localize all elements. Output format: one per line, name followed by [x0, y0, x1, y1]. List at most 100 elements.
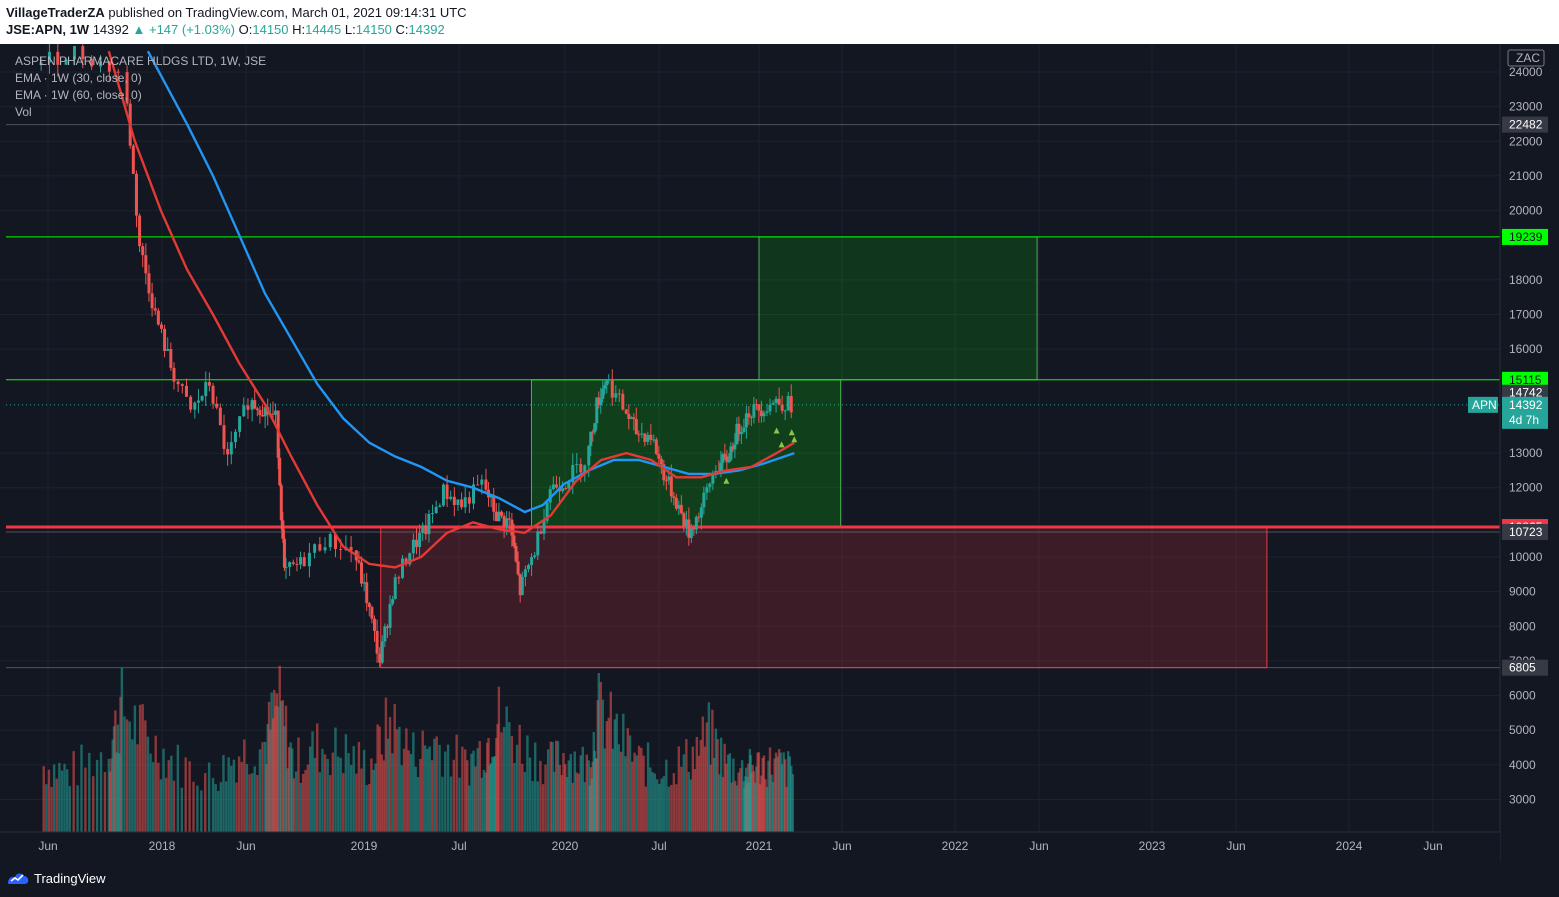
candle-body — [271, 413, 275, 415]
volume-bar — [88, 752, 91, 832]
price-tag-text: 19239 — [1509, 230, 1543, 244]
candle-body — [295, 563, 299, 565]
candle-body — [463, 497, 467, 508]
candle-body — [434, 506, 438, 514]
price-chart[interactable]: 3000400050006000700080009000100001200013… — [0, 34, 1559, 862]
volume-bar — [491, 756, 494, 832]
candle-body — [460, 499, 464, 508]
volume-bar — [597, 673, 600, 832]
legend-ema30[interactable]: EMA · 1W (30, close, 0) — [15, 71, 142, 85]
publisher-name[interactable]: VillageTraderZA — [6, 5, 105, 20]
candle-body — [307, 552, 311, 567]
candle-body — [652, 439, 656, 441]
candle-body — [274, 410, 278, 415]
volume-bar — [382, 760, 386, 832]
volume-bar — [458, 777, 461, 832]
volume-bar — [751, 765, 754, 832]
candle-body — [141, 246, 145, 256]
volume-bar — [258, 749, 262, 832]
x-tick-label: 2020 — [552, 839, 579, 853]
volume-bar — [718, 774, 721, 832]
candle-body — [591, 431, 595, 433]
candle-body — [719, 462, 723, 472]
volume-bar — [505, 706, 508, 832]
volume-bar — [92, 776, 95, 832]
candle-body — [81, 46, 85, 59]
volume-bar — [352, 746, 355, 832]
candle-body — [156, 310, 160, 325]
y-tick-label: 21000 — [1509, 169, 1543, 183]
candle-body — [189, 396, 193, 410]
symbol-tag-text: APN — [1472, 398, 1497, 412]
volume-bar — [58, 762, 61, 832]
volume-bar — [732, 758, 735, 832]
volume-bar — [318, 772, 322, 832]
candle-body — [708, 483, 712, 488]
candle-body — [261, 415, 265, 417]
candle-body — [388, 603, 392, 628]
volume-bar — [224, 781, 228, 832]
candle-body — [654, 439, 658, 454]
volume-bar — [250, 773, 254, 832]
volume-bar — [528, 757, 532, 832]
y-tick-label: 10000 — [1509, 550, 1543, 564]
candle-body — [378, 653, 382, 663]
chart-area[interactable]: 3000400050006000700080009000100001200013… — [0, 34, 1559, 862]
candle-body — [480, 479, 484, 485]
volume-bar — [292, 778, 295, 832]
grid — [0, 44, 1500, 832]
candle-body — [404, 558, 408, 565]
x-tick-label: Jun — [832, 839, 851, 853]
candle-body — [610, 379, 614, 398]
candle-body — [39, 62, 43, 66]
volume-bar — [711, 709, 714, 832]
candle-body — [637, 434, 641, 436]
candle-body — [400, 558, 404, 578]
volume-bar — [705, 722, 709, 832]
volume-bar — [585, 754, 588, 832]
volume-bar — [95, 759, 99, 832]
volume-bar — [510, 736, 514, 832]
volume-bar — [739, 768, 742, 832]
volume-bar — [719, 737, 723, 832]
candle-body — [288, 562, 292, 567]
volume-bar — [497, 686, 501, 832]
candle-body — [279, 485, 283, 521]
volume-bar — [752, 771, 756, 832]
candle-body — [723, 454, 727, 457]
candle-body — [258, 410, 262, 416]
candle-body — [163, 328, 167, 351]
volume-bar — [667, 786, 671, 832]
volume-bar — [388, 717, 392, 832]
candle-body — [233, 431, 237, 443]
candle-body — [255, 408, 259, 411]
candle-body — [431, 513, 435, 515]
volume-bar — [452, 759, 456, 832]
volume-bar — [280, 700, 283, 832]
candle-body — [727, 459, 731, 463]
legend-ema60[interactable]: EMA · 1W (60, close, 0) — [15, 88, 142, 102]
volume-bar — [240, 761, 243, 832]
candle-body — [599, 398, 603, 406]
x-tick-label: Jun — [1226, 839, 1245, 853]
candle-body — [372, 618, 376, 631]
volume-bar — [311, 731, 314, 832]
volume-bar — [750, 772, 753, 832]
candle-body — [662, 464, 666, 481]
candle-body — [667, 476, 671, 481]
volume-bar — [758, 784, 762, 832]
volume-bar — [430, 760, 434, 832]
signal-triangle — [791, 436, 798, 443]
candle-body — [735, 423, 739, 445]
volume-bar — [323, 754, 327, 832]
candle-body — [64, 59, 68, 65]
legend-volume[interactable]: Vol — [15, 105, 32, 119]
volume-bar — [256, 775, 259, 832]
volume-bar — [675, 784, 678, 832]
volume-bar — [539, 760, 542, 832]
volume-bar — [263, 741, 267, 832]
volume-bar — [374, 763, 377, 832]
price-axis-bg — [1500, 44, 1559, 862]
volume-bar — [362, 749, 366, 832]
volume-bar — [640, 747, 643, 832]
